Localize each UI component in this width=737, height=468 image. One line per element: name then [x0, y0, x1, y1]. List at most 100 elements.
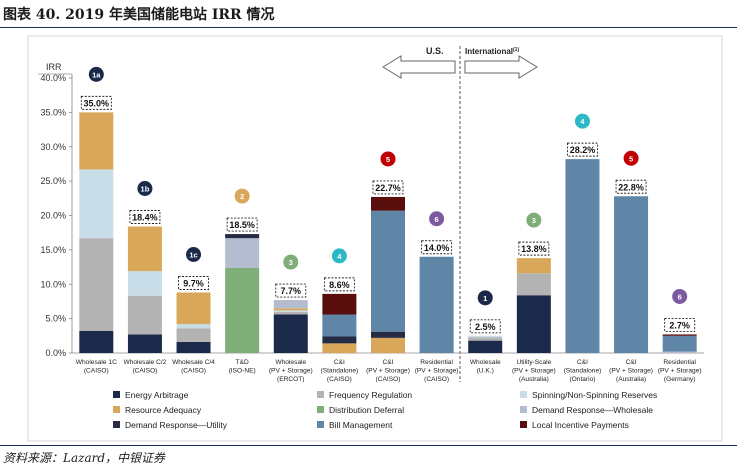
bar-segment-resource-adequacy	[79, 112, 114, 170]
use-case-badge-label: 2	[240, 192, 244, 201]
legend-label-frequency-regulation: Frequency Regulation	[329, 390, 412, 400]
bar-segment-local-incentive-payments	[322, 293, 357, 315]
total-label: 18.4%	[132, 213, 158, 223]
x-category-label: Wholesale	[470, 359, 501, 366]
total-label: 35.0%	[84, 98, 110, 108]
y-tick-label: 25.0%	[40, 176, 66, 186]
use-case-badge	[574, 113, 590, 129]
total-label-box	[421, 240, 453, 255]
use-case-badge	[526, 212, 542, 228]
x-category-label: (CAISO)	[424, 376, 449, 383]
international-footnote-mark: (1)	[513, 47, 519, 53]
legend-label-resource-adequacy: Resource Adequacy	[125, 405, 202, 415]
y-tick-label: 40.0%	[40, 73, 66, 83]
x-category-label: (U.K.)	[477, 368, 494, 375]
international-label-text: International	[465, 47, 513, 56]
use-case-badge-label: 3	[289, 258, 293, 267]
legend-swatch-demand-response-wholesale	[520, 406, 527, 413]
x-category-label: (Standalone)	[321, 368, 359, 375]
bottom-rule	[0, 445, 737, 446]
y-tick-label: 10.0%	[40, 279, 66, 289]
total-label: 8.6%	[329, 280, 350, 290]
x-category-label: (PV + Storage)	[609, 368, 653, 375]
total-label-box	[323, 277, 355, 292]
legend-swatch-bill-management	[317, 421, 324, 428]
figure-title: 图表 40. 2019 年美国储能电站 IRR 情况	[3, 7, 275, 23]
total-label-box	[372, 180, 404, 195]
x-category-label: Wholesale C/4	[172, 359, 215, 366]
use-case-badge-label: 1c	[189, 251, 197, 260]
total-label: 9.7%	[183, 279, 204, 289]
y-tick-label: 35.0%	[40, 107, 66, 117]
total-label: 18.5%	[229, 220, 255, 230]
bar-segment-energy-arbitrage	[176, 342, 211, 353]
legend-swatch-distribution-deferral	[317, 406, 324, 413]
x-category-label: (Australia)	[519, 376, 549, 383]
total-label-box	[129, 210, 161, 224]
bar-segment-bill-management	[322, 314, 357, 337]
y-tick-label: 20.0%	[40, 211, 66, 221]
use-case-badge-label: 4	[580, 117, 585, 126]
total-label-box	[615, 179, 647, 194]
bar-segment-demand-response-wholesale	[225, 238, 260, 268]
y-tick-label: 5.0%	[45, 314, 66, 324]
bar-segment-resource-adequacy	[322, 343, 357, 353]
use-case-badge-label: 5	[386, 155, 390, 164]
use-case-badge-label: 1	[483, 294, 487, 303]
use-case-badge	[623, 150, 639, 166]
use-case-badge-label: 3	[532, 216, 536, 225]
bar-segment-frequency-regulation	[516, 273, 551, 296]
bar-segment-resource-adequacy	[127, 226, 162, 272]
legend-swatch-spinning-reserves	[520, 391, 527, 398]
use-case-badge	[137, 181, 153, 196]
y-axis-title: IRR	[46, 62, 62, 72]
bar-segment-spinning-reserves	[176, 324, 211, 329]
top-rule	[0, 27, 737, 28]
bar-segment-energy-arbitrage	[127, 334, 162, 353]
x-category-label: (PV + Storage)	[269, 368, 313, 375]
x-category-label: (Australia)	[616, 376, 646, 383]
x-category-label: C&I	[626, 359, 637, 366]
x-category-label: (CAISO)	[132, 368, 157, 375]
use-case-badge	[234, 188, 250, 204]
x-category-label: (PV + Storage)	[366, 368, 410, 375]
total-label: 13.8%	[521, 244, 547, 254]
use-case-badge	[672, 288, 688, 304]
use-case-badge-label: 6	[435, 215, 439, 224]
bar-segment-frequency-regulation	[127, 295, 162, 335]
legend-swatch-demand-response-utility	[113, 421, 120, 428]
bar-segment-demand-response-wholesale	[273, 300, 308, 309]
use-case-badge-label: 6	[678, 292, 682, 301]
bar-segment-resource-adequacy	[176, 292, 211, 325]
use-case-badge	[283, 254, 299, 270]
legend-label-local-incentive-payments: Local Incentive Payments	[532, 420, 629, 430]
x-category-label: Wholesale	[275, 359, 306, 366]
x-category-label: (Germany)	[664, 376, 696, 383]
total-label-box	[664, 317, 696, 332]
bar-segment-resource-adequacy	[516, 258, 551, 274]
bar-segment-frequency-regulation	[176, 328, 211, 342]
bar-segment-energy-arbitrage	[516, 295, 551, 353]
total-label-box	[518, 241, 550, 256]
legend-label-bill-management: Bill Management	[329, 420, 393, 430]
us-left-arrow	[382, 55, 456, 79]
bar-segment-bill-management	[565, 159, 600, 353]
total-label: 28.2%	[570, 145, 596, 155]
bar-segment-spinning-reserves	[468, 335, 503, 338]
bar-segment-resource-adequacy	[273, 308, 308, 311]
legend-label-demand-response-utility: Demand Response—Utility	[125, 420, 228, 430]
total-label-box	[80, 95, 112, 110]
x-category-label: (PV + Storage)	[415, 368, 459, 375]
x-category-label: T&D	[236, 359, 249, 366]
bar-segment-demand-response-utility	[371, 331, 405, 338]
x-category-label: (CAISO)	[84, 368, 109, 375]
legend-swatch-energy-arbitrage	[113, 391, 120, 398]
international-right-arrow	[464, 55, 538, 79]
bar-segment-frequency-regulation	[79, 238, 114, 331]
total-label-box	[226, 217, 258, 232]
bar-segment-demand-response-wholesale	[662, 351, 697, 353]
x-category-label: C&I	[577, 359, 588, 366]
international-region-label: International(1)	[465, 47, 519, 56]
total-label: 22.7%	[375, 183, 401, 193]
